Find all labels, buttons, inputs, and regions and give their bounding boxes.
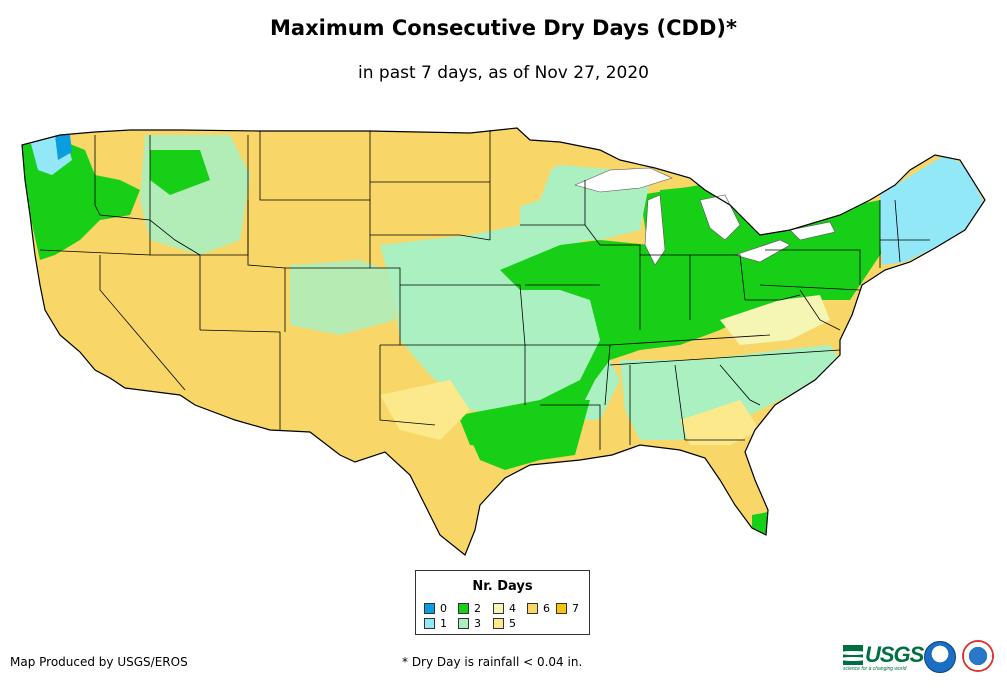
legend-label-1: 1 (440, 617, 447, 630)
legend-swatch-7 (556, 603, 567, 614)
legend-title: Nr. Days (472, 579, 533, 594)
lake-erie (733, 239, 791, 263)
usgs-logo: USGS (843, 642, 924, 668)
region-florida (700, 445, 770, 530)
region-appalachia-pale (720, 295, 830, 345)
legend-label-3: 3 (474, 617, 481, 630)
noaa-logo-icon (924, 641, 956, 673)
legend-label-4: 4 (509, 602, 516, 615)
legend-swatch-2 (458, 603, 469, 614)
region-new-england (880, 155, 985, 265)
legend-swatch-5 (493, 618, 504, 629)
dry-days-fill-layer (22, 128, 985, 555)
region-southeast (620, 345, 840, 440)
map-subtitle: in past 7 days, as of Nov 27, 2020 (358, 63, 649, 83)
region-florida-tip (752, 512, 768, 535)
legend-swatch-6 (527, 603, 538, 614)
legend-swatch-1 (424, 618, 435, 629)
legend-item-4: 4 (493, 603, 516, 614)
legend-label-2: 2 (474, 602, 481, 615)
map-title: Maximum Consecutive Dry Days (CDD)* (270, 16, 737, 40)
great-lakes (574, 167, 836, 266)
region-east-texas (460, 400, 590, 470)
region-midwest-ohio-valley (460, 240, 810, 450)
usgs-tagline: science for a changing world (843, 666, 907, 672)
state-boundaries (39, 130, 930, 450)
region-montana-green (150, 150, 210, 195)
legend: Nr. Days 0 1 2 3 4 5 6 7 (415, 570, 590, 635)
legend-swatch-3 (458, 618, 469, 629)
legend-item-6: 6 (527, 603, 550, 614)
region-puget-core (55, 135, 72, 160)
legend-label-6: 6 (543, 602, 550, 615)
legend-swatch-4 (493, 603, 504, 614)
legend-item-2: 2 (458, 603, 481, 614)
legend-item-5: 5 (493, 618, 516, 629)
legend-item-1: 1 (424, 618, 447, 629)
legend-swatch-0 (424, 603, 435, 614)
nws-logo-icon (962, 640, 994, 672)
legend-label-7: 7 (572, 602, 579, 615)
region-colorado-patch (290, 260, 400, 335)
legend-label-5: 5 (509, 617, 516, 630)
legend-item-3: 3 (458, 618, 481, 629)
legend-label-0: 0 (440, 602, 447, 615)
lake-huron (699, 194, 741, 241)
producer-credit: Map Produced by USGS/EROS (10, 655, 188, 669)
legend-item-0: 0 (424, 603, 447, 614)
region-texas-pale (380, 380, 470, 440)
usgs-wave-icon (843, 645, 863, 665)
legend-item-7: 7 (556, 603, 579, 614)
usgs-logo-text: USGS (865, 642, 924, 667)
lake-ontario (789, 221, 836, 241)
lake-michigan (644, 194, 666, 266)
lake-superior (574, 167, 673, 193)
dry-day-footnote: * Dry Day is rainfall < 0.04 in. (402, 655, 583, 669)
region-minnesota-dry (490, 135, 555, 215)
region-georgia-coast (680, 400, 760, 445)
